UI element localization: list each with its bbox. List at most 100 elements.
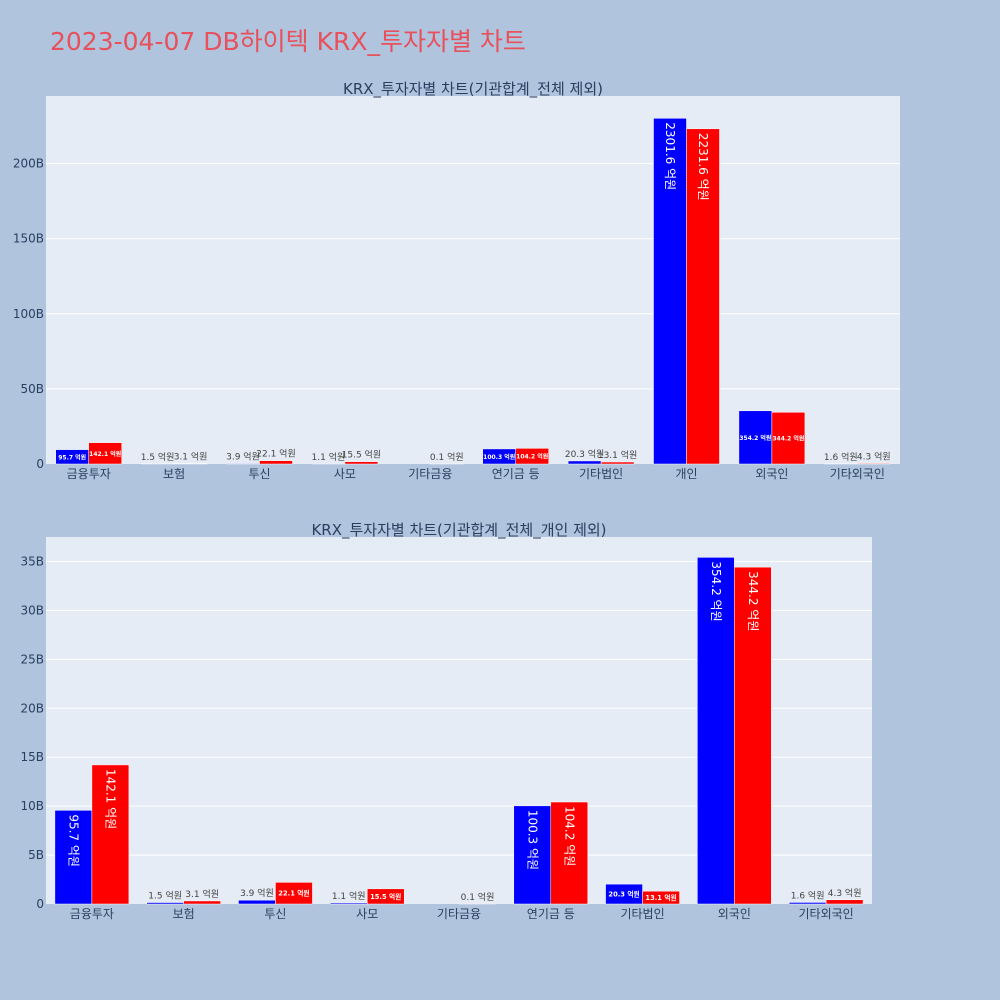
y-tick-label: 10B	[20, 799, 44, 813]
buy-bar	[88, 442, 122, 465]
bar-data-label: 13.1 억원	[645, 893, 676, 902]
x-tick-label: 기타금융	[437, 907, 481, 921]
y-tick-label: 30B	[20, 603, 44, 617]
buy-bar	[275, 882, 313, 905]
x-tick-label: 투신	[248, 467, 270, 481]
sell-bar	[513, 805, 552, 905]
bar-data-label: 100.3 억원	[483, 453, 515, 461]
x-tick-label: 금융투자	[70, 907, 114, 921]
y-tick-label: 5B	[28, 848, 44, 862]
plot-area	[46, 96, 900, 464]
bar-data-label: 1.6 억원	[791, 889, 825, 901]
x-tick-label: 투신	[264, 907, 286, 921]
x-tick-label: 연기금 등	[492, 467, 540, 481]
x-tick-label: 기타법인	[579, 467, 623, 481]
bar-data-label: 20.3 억원	[608, 890, 639, 899]
y-tick-label: 15B	[20, 750, 44, 764]
bar-data-label: 1.1 억원	[332, 890, 366, 902]
y-tick-label: 35B	[20, 554, 44, 568]
buy-bar	[771, 412, 806, 465]
bar-data-label: 104.2 억원	[516, 453, 548, 461]
y-tick-label: 0	[36, 457, 44, 471]
x-tick-label: 사모	[334, 467, 356, 481]
bar-data-label: 2231.6 억원	[696, 133, 710, 201]
x-tick-label: 기타외국인	[830, 467, 885, 481]
x-tick-label: 외국인	[755, 467, 788, 481]
page-title: 2023-04-07 DB하이텍 KRX_투자자별 차트	[50, 27, 526, 56]
bar-data-label: 22.1 억원	[278, 889, 309, 898]
bar-data-label: 1.1 억원	[312, 451, 346, 463]
x-tick-label: 사모	[356, 907, 378, 921]
bar-data-label: 15.5 억원	[370, 892, 401, 901]
y-tick-label: 25B	[20, 652, 44, 666]
bar-data-label: 2301.6 억원	[663, 122, 677, 190]
y-tick-label: 50B	[20, 382, 44, 396]
bar-data-label: 95.7 억원	[66, 814, 80, 867]
chart-1: 0 50B 100B 150B 200B KRX_투자자별 차트(기관합계_전체 제외) 금…	[13, 80, 900, 481]
bar-data-label: 0.1 억원	[430, 451, 464, 463]
buy-bar	[642, 890, 680, 905]
buy-bar	[91, 764, 130, 905]
sell-bar	[329, 902, 368, 905]
sell-bar	[146, 902, 184, 905]
buy-bar	[515, 448, 549, 465]
buy-bar	[183, 900, 221, 905]
buy-bar	[366, 888, 405, 905]
y-tick-label: 0	[36, 897, 44, 911]
bar-data-label: 1.5 억원	[148, 890, 182, 902]
buy-bar	[825, 899, 864, 905]
y-tick-label: 150B	[13, 232, 44, 246]
x-tick-label: 기타금융	[408, 467, 452, 481]
bar-data-label: 4.3 억원	[857, 450, 891, 462]
bar-data-label: 0.1 억원	[461, 891, 495, 903]
bar-data-label: 13.1 억원	[598, 449, 637, 461]
chart-2: 0 5B 10B 15B 20B 25B 30B 35B KRX_투자자별 차트(기관합계_전체…	[20, 521, 872, 921]
bar-data-label: 1.5 억원	[141, 451, 175, 463]
bar-data-label: 3.1 억원	[174, 451, 208, 463]
bar-data-label: 142.1 억원	[89, 450, 121, 458]
buy-bar	[259, 460, 293, 465]
chart-title: KRX_투자자별 차트(기관합계_전체 제외)	[343, 80, 603, 99]
bar-data-label: 3.1 억원	[185, 888, 219, 900]
chart-title: KRX_투자자별 차트(기관합계_전체_개인 제외)	[311, 521, 606, 540]
x-tick-label: 기타법인	[620, 907, 664, 921]
sell-bar	[238, 899, 276, 905]
bar-data-label: 4.3 억원	[828, 887, 862, 899]
bar-data-label: 20.3 억원	[565, 448, 604, 460]
bar-data-label: 15.5 억원	[342, 449, 381, 461]
buy-bar	[686, 128, 720, 465]
x-tick-label: 보험	[163, 467, 185, 481]
x-tick-label: 보험	[173, 907, 195, 921]
bar-data-label: 1.6 억원	[824, 451, 858, 463]
sell-bar	[653, 118, 687, 465]
bar-data-label: 3.9 억원	[226, 450, 260, 462]
bar-data-label: 344.2 억원	[746, 571, 760, 631]
bar-data-label: 22.1 억원	[256, 448, 295, 460]
sell-bar	[567, 460, 602, 465]
x-tick-label: 외국인	[718, 907, 751, 921]
bar-data-label: 104.2 억원	[562, 806, 576, 866]
x-tick-label: 금융투자	[67, 467, 111, 481]
bar-data-label: 344.2 억원	[772, 435, 804, 443]
sell-bar	[738, 410, 773, 465]
buy-bar	[344, 461, 379, 465]
sell-bar	[697, 557, 735, 905]
y-tick-label: 100B	[13, 307, 44, 321]
y-tick-label: 20B	[20, 701, 44, 715]
buy-bar	[600, 461, 635, 465]
sell-bar	[54, 810, 93, 905]
bar-data-label: 95.7 억원	[58, 453, 86, 461]
buy-bar	[550, 801, 589, 905]
bar-data-label: 142.1 억원	[103, 769, 117, 829]
bar-data-label: 354.2 억원	[709, 561, 723, 621]
buy-bar	[734, 566, 772, 905]
bar-data-label: 3.9 억원	[240, 887, 274, 899]
bar-data-label: 100.3 억원	[525, 810, 539, 870]
x-tick-label: 연기금 등	[527, 907, 575, 921]
y-tick-label: 200B	[13, 157, 44, 171]
bar-data-label: 354.2 억원	[739, 434, 771, 442]
x-tick-label: 개인	[675, 467, 697, 481]
buy-bar	[857, 463, 891, 465]
x-tick-label: 기타외국인	[799, 907, 854, 921]
